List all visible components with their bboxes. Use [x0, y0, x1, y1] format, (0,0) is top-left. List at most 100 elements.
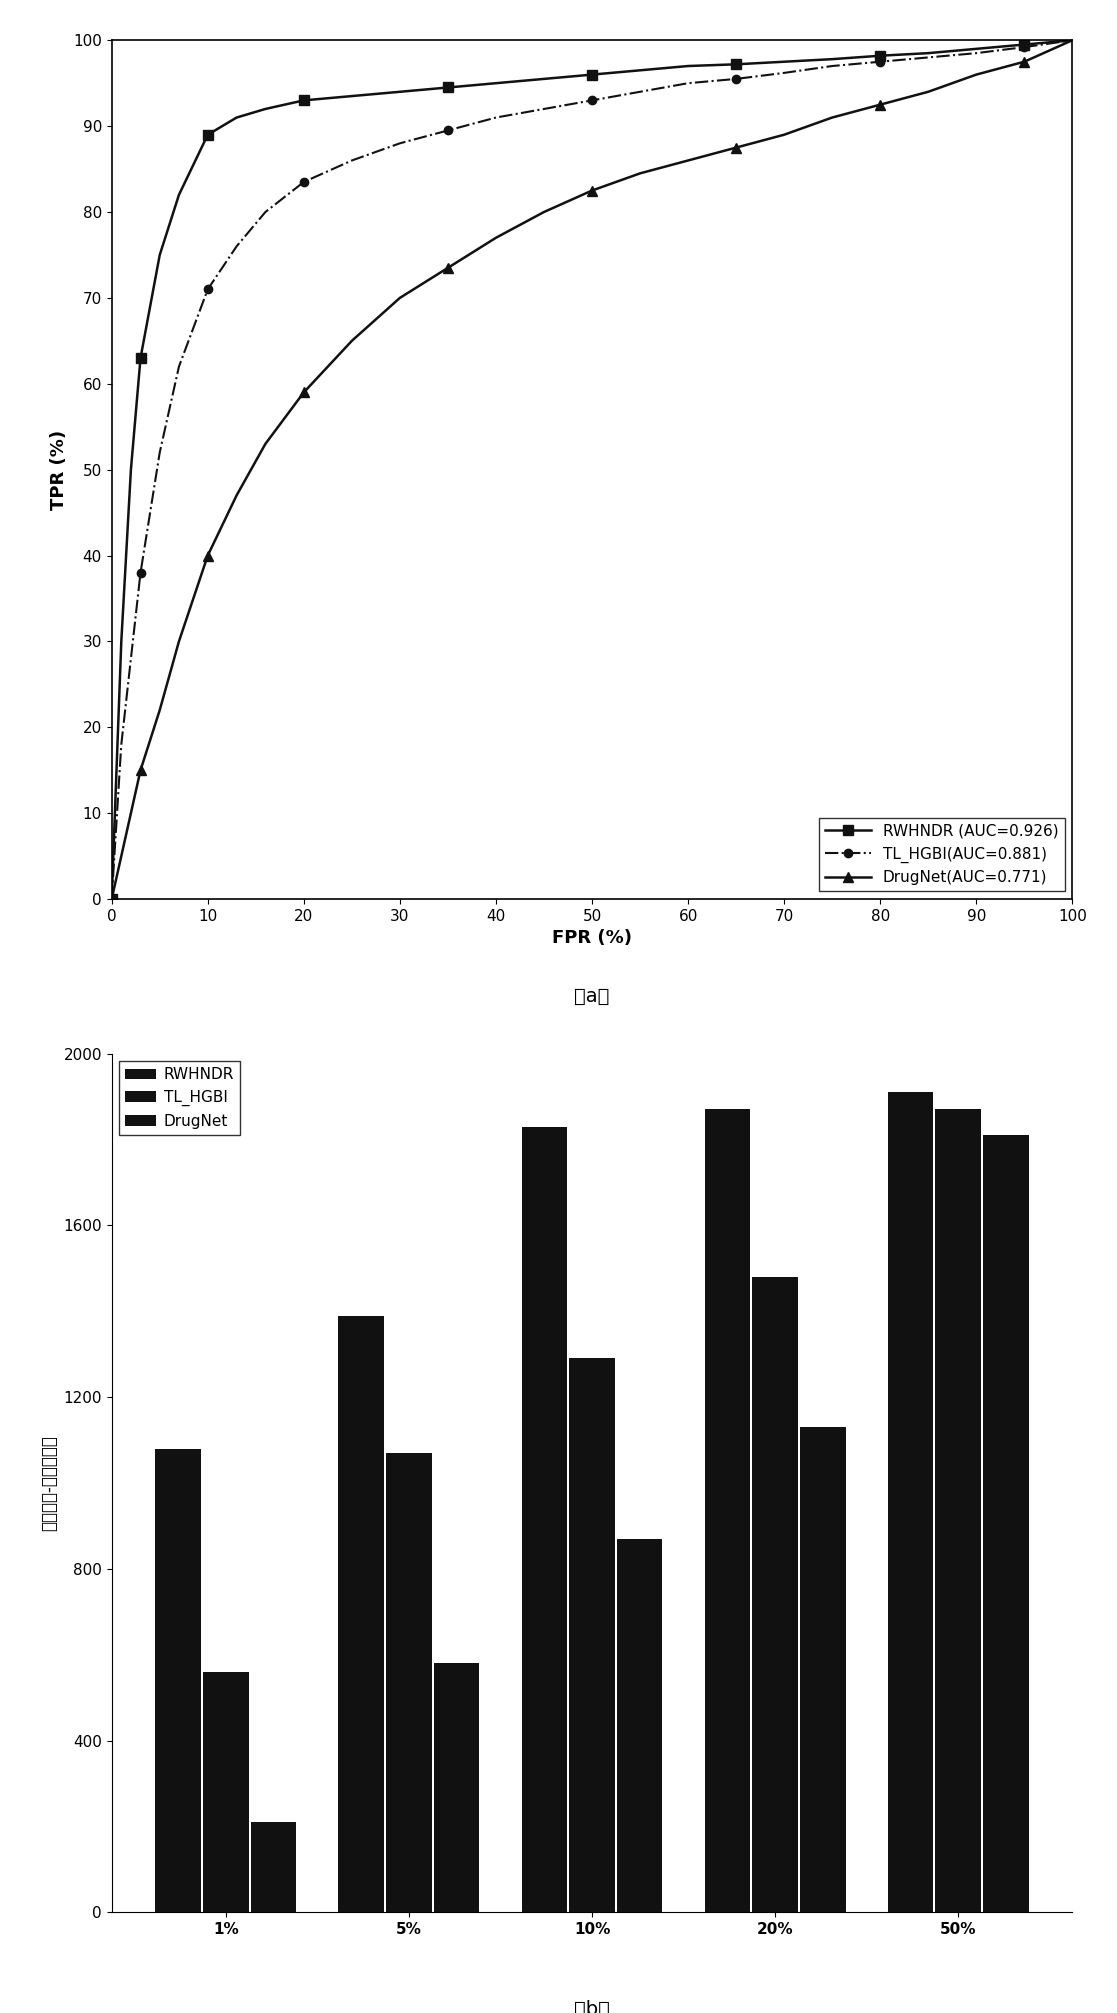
RWHNDR (AUC=0.926) [970, 36, 983, 60]
RWHNDR (AUC=0.926) [922, 40, 935, 64]
RWHNDR (AUC=0.926) [1018, 32, 1031, 56]
DrugNet(AUC=0.771) [230, 483, 244, 507]
DrugNet(AUC=0.771) [124, 801, 137, 825]
RWHNDR (AUC=0.926) [1066, 28, 1079, 52]
DrugNet(AUC=0.771) [345, 328, 359, 352]
RWHNDR (AUC=0.926) [201, 123, 214, 147]
TL_HGBI(AUC=0.881) [345, 149, 359, 173]
RWHNDR (AUC=0.926) [297, 89, 311, 113]
Title: （b）: （b） [574, 2001, 610, 2013]
Bar [155, 1449, 201, 1912]
TL_HGBI(AUC=0.881) [777, 60, 791, 85]
Bar [338, 1317, 384, 1912]
TL_HGBI(AUC=0.881) [1066, 28, 1079, 52]
TL_HGBI(AUC=0.881) [297, 169, 311, 193]
RWHNDR (AUC=0.926) [489, 70, 503, 95]
Bar [570, 1359, 614, 1912]
TL_HGBI(AUC=0.881) [441, 119, 455, 143]
DrugNet(AUC=0.771) [729, 135, 743, 159]
Bar [203, 1673, 249, 1912]
TL_HGBI(AUC=0.881) [230, 234, 244, 258]
TL_HGBI(AUC=0.881) [393, 131, 407, 155]
RWHNDR (AUC=0.926) [537, 66, 551, 91]
RWHNDR (AUC=0.926) [259, 97, 273, 121]
RWHNDR (AUC=0.926) [777, 50, 791, 74]
RWHNDR (AUC=0.926) [345, 85, 359, 109]
RWHNDR (AUC=0.926) [153, 244, 166, 268]
RWHNDR (AUC=0.926) [105, 888, 118, 912]
DrugNet(AUC=0.771) [105, 888, 118, 912]
RWHNDR (AUC=0.926) [729, 52, 743, 76]
Bar [617, 1538, 662, 1912]
TL_HGBI(AUC=0.881) [172, 354, 185, 378]
Y-axis label: TPR (%): TPR (%) [49, 429, 67, 509]
RWHNDR (AUC=0.926) [633, 58, 647, 83]
RWHNDR (AUC=0.926) [825, 46, 839, 70]
Y-axis label: 已知疾病-药物关联数: 已知疾病-药物关联数 [40, 1435, 58, 1532]
TL_HGBI(AUC=0.881) [153, 441, 166, 465]
RWHNDR (AUC=0.926) [134, 346, 147, 370]
Bar [522, 1127, 567, 1912]
DrugNet(AUC=0.771) [201, 544, 214, 568]
DrugNet(AUC=0.771) [489, 225, 503, 250]
Bar [983, 1135, 1029, 1912]
Bar [888, 1093, 934, 1912]
TL_HGBI(AUC=0.881) [873, 50, 887, 74]
TL_HGBI(AUC=0.881) [1018, 34, 1031, 58]
DrugNet(AUC=0.771) [873, 93, 887, 117]
DrugNet(AUC=0.771) [153, 699, 166, 723]
Bar [935, 1109, 981, 1912]
TL_HGBI(AUC=0.881) [134, 560, 147, 584]
DrugNet(AUC=0.771) [393, 286, 407, 310]
DrugNet(AUC=0.771) [585, 179, 599, 203]
Bar [752, 1276, 798, 1912]
Line: RWHNDR (AUC=0.926): RWHNDR (AUC=0.926) [107, 36, 1077, 904]
TL_HGBI(AUC=0.881) [537, 97, 551, 121]
RWHNDR (AUC=0.926) [393, 81, 407, 105]
RWHNDR (AUC=0.926) [681, 54, 695, 79]
Bar [250, 1822, 296, 1912]
RWHNDR (AUC=0.926) [230, 105, 244, 129]
RWHNDR (AUC=0.926) [441, 74, 455, 99]
TL_HGBI(AUC=0.881) [729, 66, 743, 91]
TL_HGBI(AUC=0.881) [922, 46, 935, 70]
RWHNDR (AUC=0.926) [115, 630, 128, 654]
Bar [386, 1453, 432, 1912]
TL_HGBI(AUC=0.881) [124, 646, 137, 670]
DrugNet(AUC=0.771) [537, 199, 551, 223]
DrugNet(AUC=0.771) [1066, 28, 1079, 52]
TL_HGBI(AUC=0.881) [970, 40, 983, 64]
DrugNet(AUC=0.771) [115, 843, 128, 868]
RWHNDR (AUC=0.926) [124, 457, 137, 481]
DrugNet(AUC=0.771) [922, 81, 935, 105]
DrugNet(AUC=0.771) [825, 105, 839, 129]
X-axis label: FPR (%): FPR (%) [552, 930, 632, 948]
RWHNDR (AUC=0.926) [873, 44, 887, 68]
DrugNet(AUC=0.771) [777, 123, 791, 147]
RWHNDR (AUC=0.926) [172, 183, 185, 207]
TL_HGBI(AUC=0.881) [825, 54, 839, 79]
DrugNet(AUC=0.771) [441, 256, 455, 280]
Bar [800, 1427, 846, 1912]
TL_HGBI(AUC=0.881) [259, 199, 273, 223]
TL_HGBI(AUC=0.881) [105, 888, 118, 912]
DrugNet(AUC=0.771) [134, 759, 147, 783]
DrugNet(AUC=0.771) [681, 149, 695, 173]
TL_HGBI(AUC=0.881) [489, 105, 503, 129]
Line: DrugNet(AUC=0.771): DrugNet(AUC=0.771) [107, 36, 1077, 904]
TL_HGBI(AUC=0.881) [681, 70, 695, 95]
Bar [433, 1663, 479, 1912]
Legend: RWHNDR (AUC=0.926), TL_HGBI(AUC=0.881), DrugNet(AUC=0.771): RWHNDR (AUC=0.926), TL_HGBI(AUC=0.881), … [819, 817, 1065, 892]
TL_HGBI(AUC=0.881) [633, 81, 647, 105]
Title: （a）: （a） [574, 986, 610, 1006]
DrugNet(AUC=0.771) [172, 630, 185, 654]
DrugNet(AUC=0.771) [970, 62, 983, 87]
DrugNet(AUC=0.771) [259, 433, 273, 457]
TL_HGBI(AUC=0.881) [115, 733, 128, 757]
TL_HGBI(AUC=0.881) [585, 89, 599, 113]
Line: TL_HGBI(AUC=0.881): TL_HGBI(AUC=0.881) [107, 36, 1077, 904]
DrugNet(AUC=0.771) [297, 380, 311, 405]
Legend: RWHNDR, TL_HGBI, DrugNet: RWHNDR, TL_HGBI, DrugNet [120, 1061, 240, 1135]
DrugNet(AUC=0.771) [1018, 50, 1031, 74]
DrugNet(AUC=0.771) [633, 161, 647, 185]
